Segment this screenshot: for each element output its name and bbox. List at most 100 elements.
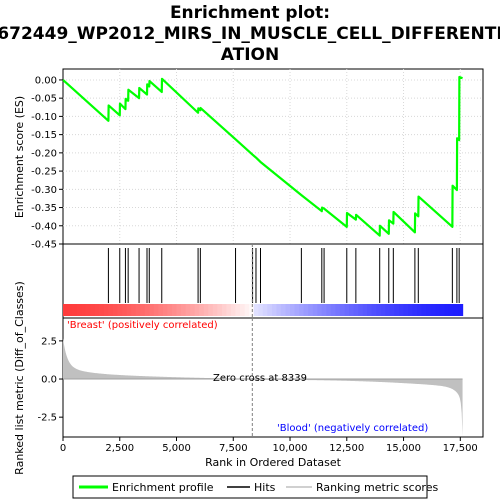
band-segment bbox=[326, 304, 332, 316]
hit-markers bbox=[107, 248, 460, 303]
band-segment bbox=[94, 304, 100, 316]
x-tick-label: 2,500 bbox=[105, 443, 134, 454]
es-tick-label: 0.00 bbox=[35, 75, 57, 86]
es-tick-label: -0.05 bbox=[31, 94, 57, 105]
band-segment bbox=[72, 304, 78, 316]
band-segment bbox=[344, 304, 350, 316]
band-segment bbox=[308, 304, 314, 316]
band-segment bbox=[421, 304, 427, 316]
band-segment bbox=[235, 304, 241, 316]
band-segment bbox=[99, 304, 105, 316]
band-segment bbox=[385, 304, 391, 316]
band-segment bbox=[408, 304, 414, 316]
band-segment bbox=[448, 304, 455, 316]
band-segment bbox=[185, 304, 191, 316]
es-tick-label: -0.20 bbox=[31, 148, 57, 159]
band-segment bbox=[399, 304, 405, 316]
band-segment bbox=[131, 304, 137, 316]
band-segment bbox=[362, 304, 368, 316]
band-segment bbox=[330, 304, 337, 316]
metric-tick-label: 0.0 bbox=[41, 375, 57, 386]
band-segment bbox=[226, 304, 232, 316]
es-tick-label: -0.10 bbox=[31, 112, 57, 123]
title-line-3: ATION bbox=[221, 45, 279, 65]
x-axis-label: Rank in Ordered Dataset bbox=[205, 456, 342, 469]
band-segment bbox=[349, 304, 355, 316]
band-segment bbox=[63, 304, 69, 316]
band-segment bbox=[176, 304, 182, 316]
band-segment bbox=[353, 304, 359, 316]
legend-enrichment-label: Enrichment profile bbox=[112, 481, 214, 494]
band-segment bbox=[149, 304, 155, 316]
band-segment bbox=[367, 304, 373, 316]
negative-class-label: 'Blood' (negatively correlated) bbox=[277, 423, 428, 434]
band-segment bbox=[135, 304, 141, 316]
band-segment bbox=[312, 304, 318, 316]
band-segment bbox=[339, 304, 346, 316]
band-segment bbox=[85, 304, 91, 316]
x-tick-label: 7,500 bbox=[219, 443, 248, 454]
band-segment bbox=[194, 304, 200, 316]
es-tick-label: -0.35 bbox=[31, 203, 57, 214]
es-gridlines bbox=[63, 69, 483, 244]
band-segment bbox=[171, 304, 178, 316]
band-segment bbox=[376, 304, 382, 316]
band-segment bbox=[253, 304, 259, 316]
band-segment bbox=[426, 304, 432, 316]
x-tick-label: 15,000 bbox=[386, 443, 421, 454]
band-segment bbox=[158, 304, 164, 316]
band-segment bbox=[112, 304, 119, 316]
band-segment bbox=[285, 304, 291, 316]
band-segment bbox=[290, 304, 296, 316]
band-segment bbox=[162, 304, 169, 316]
x-tick-label: 12,500 bbox=[329, 443, 364, 454]
enrichment-line bbox=[62, 75, 463, 237]
band-segment bbox=[208, 304, 214, 316]
metric-tick-label: -2.5 bbox=[37, 413, 57, 424]
band-segment bbox=[276, 304, 282, 316]
band-segment bbox=[144, 304, 150, 316]
band-segment bbox=[430, 304, 436, 316]
title-line-2: 672449_WP2012_MIRS_IN_MUSCLE_CELL_DIFFER… bbox=[0, 24, 500, 44]
band-segment bbox=[262, 304, 268, 316]
band-segment bbox=[358, 304, 364, 316]
band-segment bbox=[199, 304, 205, 316]
legend-hits-label: Hits bbox=[254, 481, 276, 494]
band-segment bbox=[280, 304, 287, 316]
band-segment bbox=[181, 304, 187, 316]
zero-cross-label: Zero cross at 8339 bbox=[213, 373, 307, 384]
band-segment bbox=[439, 304, 446, 316]
band-segment bbox=[299, 304, 305, 316]
band-segment bbox=[389, 304, 396, 316]
es-tick-label: -0.25 bbox=[31, 167, 57, 178]
es-panel bbox=[62, 68, 484, 245]
band-segment bbox=[217, 304, 223, 316]
legend: Enrichment profile Hits Ranking metric s… bbox=[72, 475, 438, 499]
band-segment bbox=[122, 304, 128, 316]
x-axis-ticks: 0 2,500 5,000 7,500 10,000 12,500 15,000 17,500 bbox=[60, 437, 478, 454]
band-segment bbox=[203, 304, 209, 316]
x-tick-label: 17,500 bbox=[443, 443, 478, 454]
band-segment bbox=[321, 304, 327, 316]
es-axis-label: Enrichment score (ES) bbox=[13, 96, 26, 218]
metric-axis-ticks: 2.5 0.0 -2.5 bbox=[37, 336, 63, 424]
band-segment bbox=[240, 304, 246, 316]
band-segment bbox=[103, 304, 110, 316]
band-segment bbox=[90, 304, 96, 316]
band-segment bbox=[435, 304, 441, 316]
band-segment bbox=[258, 304, 264, 316]
metric-tick-label: 2.5 bbox=[41, 336, 57, 347]
band-segment bbox=[394, 304, 400, 316]
band-segment bbox=[271, 304, 278, 316]
band-segment bbox=[317, 304, 323, 316]
x-tick-label: 10,000 bbox=[273, 443, 308, 454]
band-segment bbox=[444, 304, 450, 316]
band-segment bbox=[303, 304, 309, 316]
band-segment bbox=[212, 304, 218, 316]
x-tick-label: 0 bbox=[60, 443, 66, 454]
band-segment bbox=[267, 304, 273, 316]
band-segment bbox=[76, 304, 82, 316]
ranking-color-band bbox=[63, 304, 464, 316]
band-segment bbox=[126, 304, 132, 316]
